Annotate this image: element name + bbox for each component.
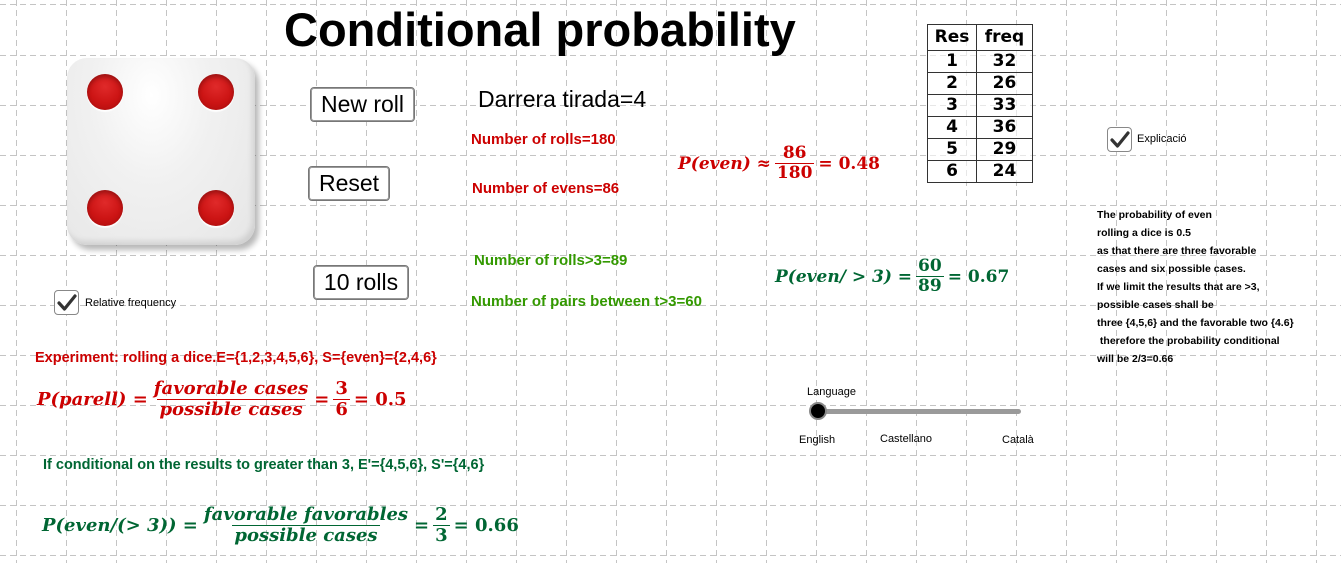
last-roll-label: Darrera tirada=4 — [478, 86, 647, 112]
reset-button[interactable]: Reset — [308, 166, 390, 201]
table-row: 2 26 — [927, 72, 1033, 95]
numerator: 2 — [435, 504, 448, 525]
freq-cell: 33 — [976, 94, 1033, 117]
evens-count: Number of evens=86 — [472, 180, 620, 197]
formula-conditional-estimate: P(even/ > 3) = 60 89 = 0.67 — [775, 256, 1010, 296]
numerator: 86 — [782, 143, 807, 163]
die-face — [67, 58, 255, 245]
explanation-line: possible cases shall be — [1097, 299, 1214, 311]
language-slider-label: Language — [807, 386, 856, 398]
checkmark-icon — [56, 293, 77, 311]
language-option-english: English — [799, 434, 836, 446]
checkmark-icon — [1109, 130, 1130, 148]
table-row: 4 36 — [927, 116, 1033, 139]
equals-sign: = — [314, 389, 330, 411]
denominator: possible cases — [232, 524, 380, 546]
pairs-gt3-count: Number of pairs between t>3=60 — [471, 293, 702, 310]
formula-parell: P(parell) = favorable cases possible cas… — [37, 378, 407, 420]
fraction: 86 180 — [774, 143, 815, 183]
denominator: 180 — [774, 162, 815, 183]
new-roll-button[interactable]: New roll — [310, 87, 415, 122]
formula-lhs: P(even/ > 3) = — [775, 266, 913, 287]
explanation-line: three {4,5,6} and the favorable two {4.6… — [1097, 317, 1294, 329]
result-cell: 1 — [927, 50, 977, 73]
explanation-line: The probability of even — [1097, 209, 1212, 221]
explanation-text: The probability of even rolling a dice is… — [1097, 206, 1294, 368]
relative-frequency-checkbox[interactable] — [54, 290, 79, 315]
formula-result: = 0.5 — [353, 389, 407, 411]
die-pip — [198, 74, 234, 110]
denominator: 6 — [333, 398, 350, 420]
formula-lhs: P(even) ≈ — [678, 153, 771, 174]
explanation-checkbox-label: Explicació — [1137, 133, 1187, 145]
result-cell: 5 — [927, 138, 977, 161]
experiment-description: Experiment: rolling a dice.E={1,2,3,4,5,… — [35, 350, 437, 366]
die-pip — [198, 190, 234, 226]
freq-cell: 24 — [976, 160, 1033, 183]
formula-lhs: P(parell) = — [37, 389, 148, 411]
denominator: 89 — [916, 275, 944, 296]
explanation-line: rolling a dice is 0.5 — [1097, 227, 1191, 239]
explanation-line: cases and six possible cases. — [1097, 263, 1246, 275]
numerator: favorable cases — [153, 378, 309, 399]
page-title: Conditional probability — [284, 3, 796, 56]
ten-rolls-button[interactable]: 10 rolls — [313, 265, 409, 300]
explanation-line: If we limit the results that are >3, — [1097, 281, 1260, 293]
column-header-freq: freq — [976, 24, 1033, 51]
table-row: 6 24 — [927, 160, 1033, 183]
table-header-row: Res freq — [927, 24, 1033, 51]
fraction: 3 6 — [333, 378, 350, 420]
language-option-castellano: Castellano — [880, 433, 932, 445]
equals-sign: = — [414, 515, 430, 537]
formula-result: = 0.48 — [818, 153, 880, 174]
result-cell: 4 — [927, 116, 977, 139]
frequency-table: Res freq 1 32 2 26 3 33 4 36 5 29 6 24 — [927, 24, 1033, 183]
table-row: 5 29 — [927, 138, 1033, 161]
formula-conditional-theory: P(even/(> 3)) = favorable favorables pos… — [42, 504, 519, 546]
formula-result: = 0.67 — [947, 266, 1010, 287]
table-row: 3 33 — [927, 94, 1033, 117]
freq-cell: 26 — [976, 72, 1033, 95]
relative-frequency-label: Relative frequency — [85, 297, 177, 309]
result-cell: 2 — [927, 72, 977, 95]
conditional-description: If conditional on the results to greater… — [43, 457, 485, 473]
result-cell: 3 — [927, 94, 977, 117]
fraction: favorable favorables possible cases — [202, 504, 410, 546]
numerator: 60 — [918, 256, 942, 276]
die-pip — [87, 74, 123, 110]
table-row: 1 32 — [927, 50, 1033, 73]
numerator: favorable favorables — [203, 504, 409, 525]
formula-even-estimate: P(even) ≈ 86 180 = 0.48 — [678, 143, 880, 183]
explanation-checkbox[interactable] — [1107, 127, 1132, 152]
numerator: 3 — [335, 378, 348, 399]
language-slider-handle[interactable] — [809, 402, 827, 420]
fraction: 60 89 — [916, 256, 944, 296]
explanation-line: will be 2/3=0.66 — [1097, 353, 1174, 365]
column-header-res: Res — [927, 24, 977, 51]
fraction: 2 3 — [433, 504, 450, 546]
freq-cell: 29 — [976, 138, 1033, 161]
rolls-gt3-count: Number of rolls>3=89 — [474, 252, 628, 269]
rolls-count: Number of rolls=180 — [471, 131, 616, 148]
explanation-line: as that there are three favorable — [1097, 245, 1257, 257]
freq-cell: 32 — [976, 50, 1033, 73]
result-cell: 6 — [927, 160, 977, 183]
formula-result: = 0.66 — [453, 515, 519, 537]
denominator: 3 — [433, 524, 450, 546]
language-option-catala: Català — [1002, 434, 1034, 446]
denominator: possible cases — [157, 398, 305, 420]
die-pip — [87, 190, 123, 226]
formula-lhs: P(even/(> 3)) = — [42, 515, 198, 537]
fraction: favorable cases possible cases — [152, 378, 311, 420]
explanation-line: therefore the probability conditional — [1097, 335, 1280, 347]
freq-cell: 36 — [976, 116, 1033, 139]
language-slider-track[interactable] — [818, 409, 1021, 414]
